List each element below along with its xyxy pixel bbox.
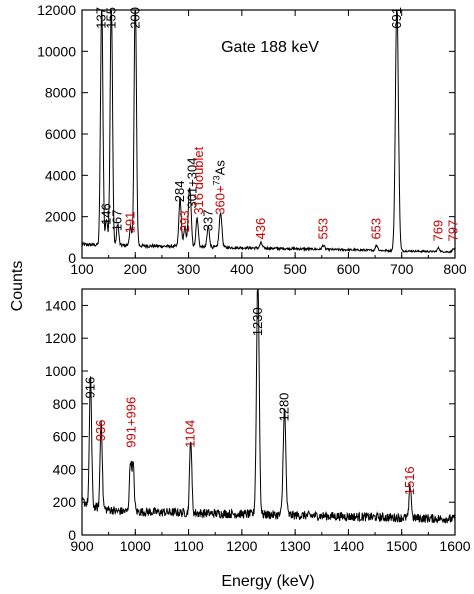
spectrum-line (81, 288, 456, 524)
x-tick-label: 1500 (386, 538, 417, 554)
x-tick-label: 200 (124, 261, 148, 277)
x-tick-label: 700 (390, 261, 414, 277)
y-tick-label: 0 (68, 250, 76, 266)
y-tick-label: 800 (53, 396, 77, 412)
peak-label: 553 (315, 218, 330, 240)
peak-label: 284 (172, 181, 187, 203)
peak-label: 301+304 (184, 158, 199, 209)
x-axis-title: Energy (keV) (221, 573, 314, 590)
y-tick-label: 12000 (37, 2, 76, 18)
gate-annotation: Gate 188 keV (221, 39, 319, 56)
y-tick-label: 0 (68, 527, 76, 543)
spectrum-line (81, 9, 456, 254)
x-tick-label: 100 (70, 261, 94, 277)
peak-label: 146 (99, 203, 114, 225)
bottom-panel: 900 1000 1100 1200 1300 1400 1500 1600 0 200 400 60… (45, 288, 471, 554)
peak-label: 1516 (402, 466, 417, 495)
x-tick-label: 1200 (226, 538, 257, 554)
y-tick-label: 200 (53, 494, 77, 510)
y-tick-label: 10000 (37, 43, 76, 59)
peak-label: 916 (83, 377, 98, 399)
peak-label: 137 (94, 7, 109, 29)
as-element: As (212, 160, 227, 176)
peak-label: 316 doublet (191, 146, 206, 214)
peak-label: 797 (445, 220, 460, 242)
y-tick-label: 2000 (45, 209, 76, 225)
y-axis-title: Counts (9, 261, 26, 312)
x-tick-label: 900 (70, 538, 94, 554)
peak-label: 1104 (183, 420, 198, 448)
y-tick-label: 600 (53, 429, 77, 445)
peak-label: 1280 (276, 393, 291, 422)
peak-label: 936 (93, 420, 108, 442)
peak-label: 691 (389, 7, 404, 29)
peak-label: 191 (122, 212, 137, 234)
peak-label: 360+73As (211, 160, 227, 215)
x-tick-label: 1300 (280, 538, 311, 554)
peak-label: 653 (369, 218, 384, 240)
x-tick-label: 500 (283, 261, 307, 277)
x-tick-label: 1100 (174, 538, 204, 554)
peak-label: 769 (431, 220, 446, 242)
x-tick-label: 600 (337, 261, 361, 277)
as-mass-number: 73 (211, 175, 221, 185)
x-tick-label: 1000 (120, 538, 151, 554)
peak-label: 293 (177, 210, 192, 232)
x-tick-label: 400 (230, 261, 254, 277)
y-tick-label: 1000 (45, 363, 76, 379)
x-tick-label: 300 (177, 261, 201, 277)
peak-label: 1230 (250, 307, 265, 336)
peak-label: 155 (103, 7, 118, 29)
x-tick-label: 1400 (333, 538, 364, 554)
peak-label: 167 (110, 209, 125, 231)
peak-label: 200 (127, 7, 142, 29)
y-tick-label: 6000 (45, 126, 76, 142)
peak-label: 337 (200, 210, 215, 232)
y-tick-label: 1400 (45, 297, 76, 313)
y-tick-label: 400 (53, 461, 77, 477)
y-tick-label: 8000 (45, 85, 76, 101)
y-tick-label: 4000 (45, 167, 76, 183)
peak-label: 991+996 (124, 397, 139, 448)
top-panel: 100 200 300 400 500 600 700 8000200040006000800… (37, 2, 467, 277)
y-tick-label: 1200 (45, 330, 76, 346)
x-tick-label: 800 (443, 261, 467, 277)
x-tick-label: 1600 (439, 538, 470, 554)
peak-label: 436 (253, 218, 268, 240)
